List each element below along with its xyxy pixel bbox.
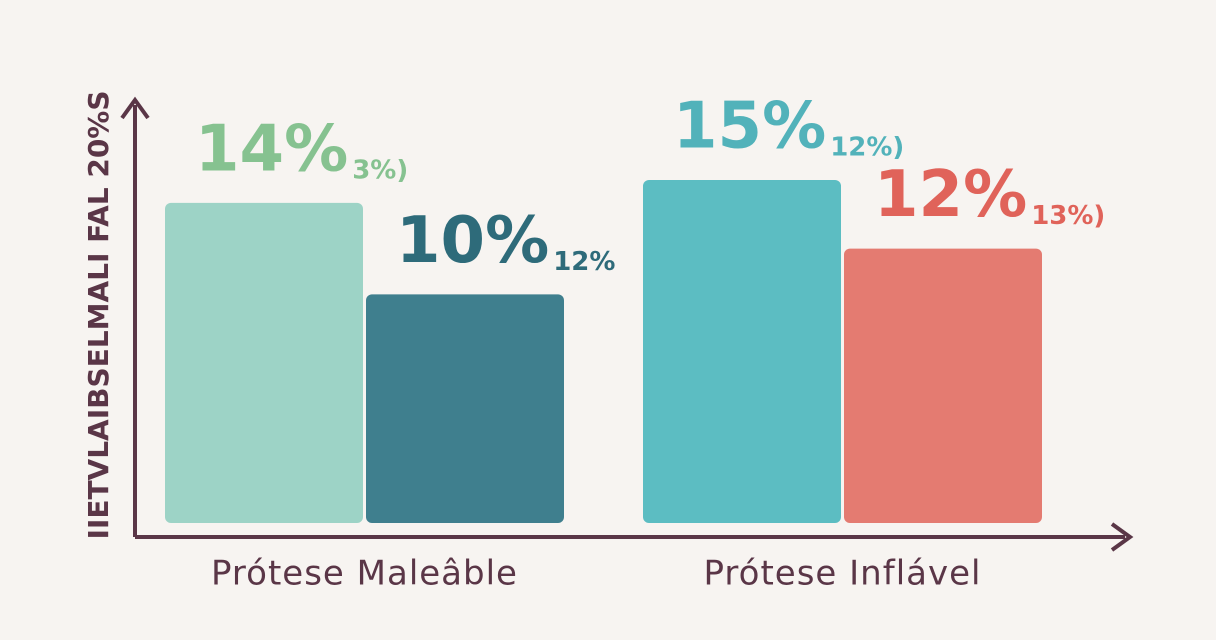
bar — [165, 202, 363, 523]
bar — [844, 248, 1042, 523]
bar — [643, 180, 841, 523]
x-axis-arrow — [1110, 522, 1134, 552]
x-tick-label: Prótese Maleâble — [211, 554, 518, 594]
bar — [366, 294, 564, 523]
value-sublabel: 13%) — [1031, 201, 1105, 231]
value-label: 15% — [673, 90, 826, 164]
y-axis-label: IIETVLAIBSELMALI FAL 20%S — [82, 90, 115, 539]
y-axis-arrow — [120, 96, 150, 120]
value-sublabel: 12%) — [830, 133, 904, 163]
value-sublabel: 3%) — [352, 155, 408, 185]
value-label: 12% — [874, 158, 1027, 232]
x-tick-label: Prótese Inflável — [704, 554, 982, 594]
value-label: 14% — [195, 112, 348, 186]
value-label: 10% — [396, 204, 549, 278]
value-sublabel: 12% — [553, 247, 615, 277]
